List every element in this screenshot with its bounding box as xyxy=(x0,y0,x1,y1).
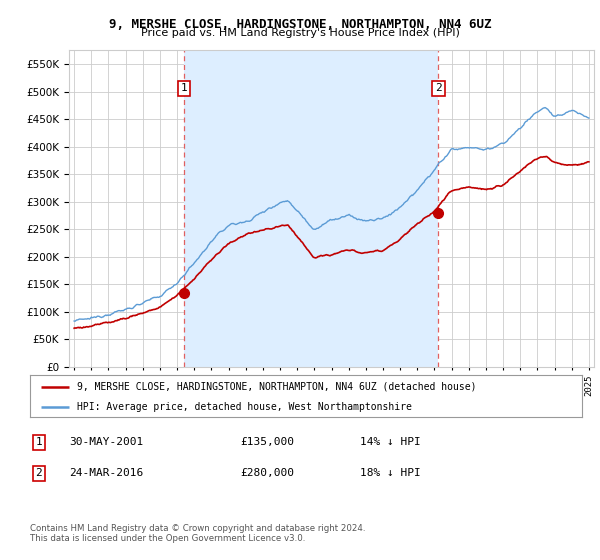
Text: 1: 1 xyxy=(35,437,43,447)
Text: £135,000: £135,000 xyxy=(240,437,294,447)
Text: HPI: Average price, detached house, West Northamptonshire: HPI: Average price, detached house, West… xyxy=(77,402,412,412)
Text: 30-MAY-2001: 30-MAY-2001 xyxy=(69,437,143,447)
Text: 9, MERSHE CLOSE, HARDINGSTONE, NORTHAMPTON, NN4 6UZ: 9, MERSHE CLOSE, HARDINGSTONE, NORTHAMPT… xyxy=(109,18,491,31)
Text: 18% ↓ HPI: 18% ↓ HPI xyxy=(360,468,421,478)
Bar xyxy=(184,50,439,367)
Text: 1: 1 xyxy=(181,83,188,94)
Text: Contains HM Land Registry data © Crown copyright and database right 2024.
This d: Contains HM Land Registry data © Crown c… xyxy=(30,524,365,543)
Text: 2: 2 xyxy=(35,468,43,478)
Text: £280,000: £280,000 xyxy=(240,468,294,478)
Text: 2: 2 xyxy=(435,83,442,94)
Text: Price paid vs. HM Land Registry's House Price Index (HPI): Price paid vs. HM Land Registry's House … xyxy=(140,28,460,38)
Text: 24-MAR-2016: 24-MAR-2016 xyxy=(69,468,143,478)
Text: 9, MERSHE CLOSE, HARDINGSTONE, NORTHAMPTON, NN4 6UZ (detached house): 9, MERSHE CLOSE, HARDINGSTONE, NORTHAMPT… xyxy=(77,382,476,392)
Text: 14% ↓ HPI: 14% ↓ HPI xyxy=(360,437,421,447)
